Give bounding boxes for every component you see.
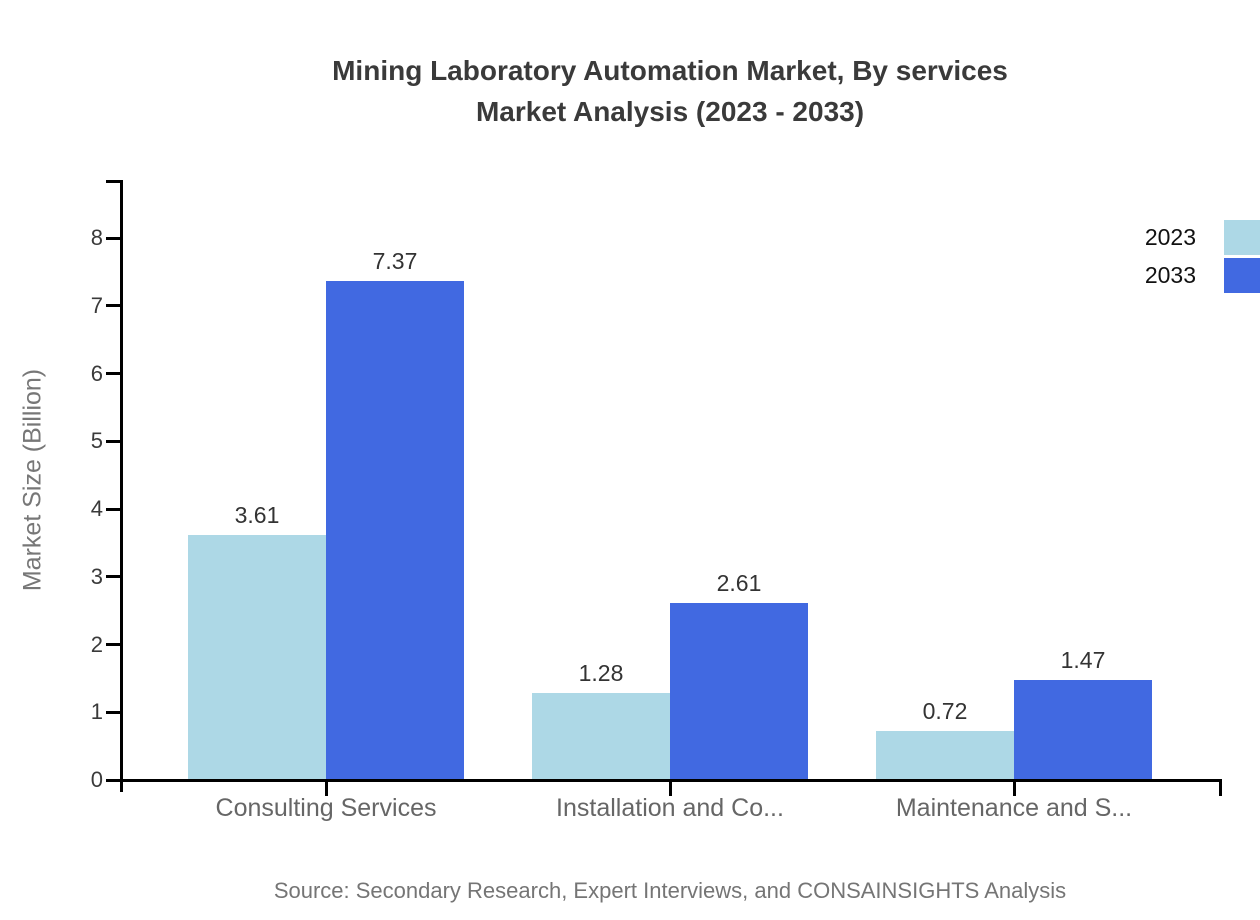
y-tick xyxy=(106,236,120,240)
x-tick xyxy=(1012,778,1016,796)
y-tick-label: 1 xyxy=(90,699,103,725)
y-tick xyxy=(106,710,120,714)
bar-2023-1 xyxy=(532,693,670,780)
bar-value-label: 3.61 xyxy=(234,502,280,529)
y-tick xyxy=(106,304,120,308)
y-tick xyxy=(106,507,120,511)
y-tick-label: 0 xyxy=(90,767,103,792)
y-tick xyxy=(106,439,120,443)
bar-value-label: 0.72 xyxy=(922,698,968,725)
chart-title-line2: Market Analysis (2023 - 2033) xyxy=(475,96,865,127)
bar-value-label: 2.61 xyxy=(716,570,762,597)
bar-2033-2 xyxy=(1014,680,1152,780)
legend-swatch-2023[interactable] xyxy=(1224,220,1260,255)
y-tick-label: 5 xyxy=(90,428,103,454)
y-tick-label: 4 xyxy=(90,496,103,521)
y-tick xyxy=(106,643,120,646)
x-tick xyxy=(668,778,672,796)
x-category-label: Installation and Co... xyxy=(556,794,784,822)
y-tick-label: 7 xyxy=(90,292,103,318)
y-tick xyxy=(106,372,120,375)
x-tick xyxy=(324,778,328,796)
bar-2033-0 xyxy=(326,280,464,780)
bar-value-label: 7.37 xyxy=(372,247,418,274)
x-axis-end-cap xyxy=(1219,778,1222,796)
y-axis-line xyxy=(119,180,123,792)
bar-value-label: 1.28 xyxy=(578,660,624,687)
y-tick-label: 3 xyxy=(90,563,103,589)
legend-label-2033[interactable]: 2033 xyxy=(1144,262,1196,288)
y-tick xyxy=(106,575,120,579)
y-tick-label: 8 xyxy=(90,225,103,250)
x-category-label: Consulting Services xyxy=(215,794,437,822)
y-axis-top-cap xyxy=(106,180,120,183)
bar-2023-0 xyxy=(188,535,326,780)
x-category-label: Maintenance and S... xyxy=(895,794,1133,822)
bar-value-label: 1.47 xyxy=(1060,647,1106,674)
legend-swatch-2033[interactable] xyxy=(1224,258,1260,293)
chart-title: Mining Laboratory Automation Market, By … xyxy=(80,50,1260,132)
bar-2023-2 xyxy=(876,731,1014,780)
x-axis-line xyxy=(106,778,1222,782)
y-tick xyxy=(106,778,120,782)
bar-2033-1 xyxy=(670,603,808,780)
chart-title-line1: Mining Laboratory Automation Market, By … xyxy=(332,55,1008,86)
legend-label-2023[interactable]: 2023 xyxy=(1144,224,1196,250)
y-tick-label: 6 xyxy=(90,360,103,386)
y-tick-label: 2 xyxy=(90,631,103,657)
source-note: Source: Secondary Research, Expert Inter… xyxy=(273,878,1067,903)
